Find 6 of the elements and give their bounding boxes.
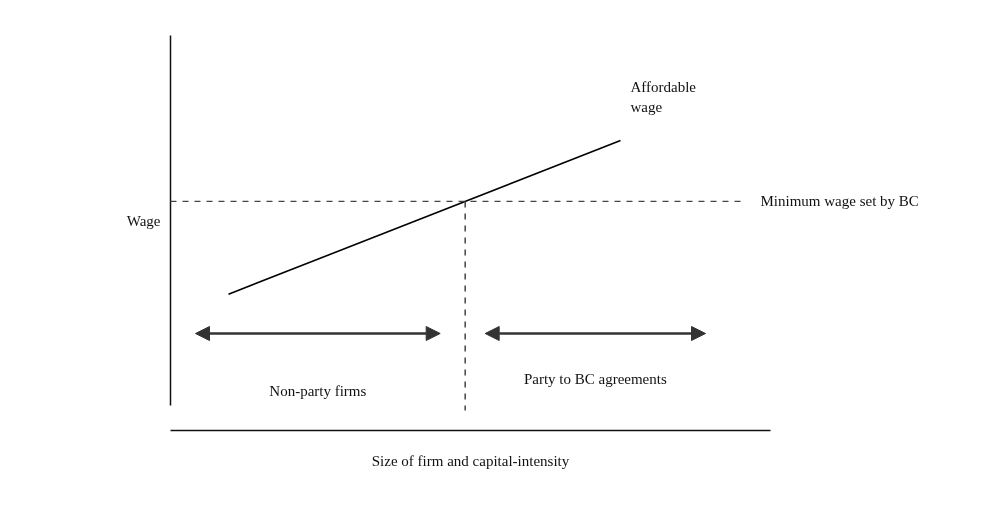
x-axis-title: Size of firm and capital-intensity — [371, 452, 570, 469]
y-axis-title: Wage — [126, 212, 161, 229]
series-label: Affordable wage — [630, 78, 697, 116]
annotation: Non-party firms — [269, 382, 367, 399]
annotation: Party to BC agreements — [523, 370, 667, 387]
ref-line-label: Minimum wage set by BC — [760, 193, 919, 210]
